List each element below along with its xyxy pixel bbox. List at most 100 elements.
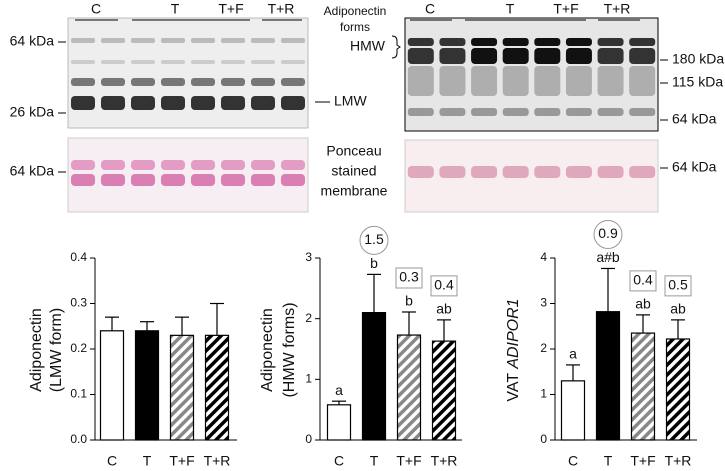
band: [471, 166, 498, 178]
annotation: 0.9: [598, 225, 618, 241]
significance-letter: ab: [670, 301, 686, 317]
x-tick-label: C: [107, 453, 117, 469]
band: [251, 96, 275, 110]
band: [597, 66, 624, 96]
annotation-box: [664, 275, 692, 297]
band: [101, 78, 125, 86]
band: [281, 174, 305, 186]
annotation: 0.3: [399, 269, 419, 285]
band: [439, 166, 466, 178]
band: [251, 160, 275, 170]
blot-title: Adiponectin: [324, 4, 387, 18]
x-tick-label: T+F: [396, 453, 421, 469]
band: [407, 108, 434, 116]
ponceau-label: stained: [331, 163, 376, 179]
x-tick-label: T+R: [204, 453, 231, 469]
band: [131, 174, 155, 186]
lane-label: T: [506, 1, 515, 17]
band: [439, 66, 466, 96]
band: [101, 60, 125, 64]
x-tick-label: C: [568, 453, 578, 469]
band: [534, 108, 561, 116]
left-blot: [67, 17, 309, 129]
blots: [67, 17, 659, 213]
band: [281, 160, 305, 170]
y-axis-label: Adiponectin: [28, 308, 45, 392]
band: [407, 166, 434, 178]
y-tick-label: 1: [305, 372, 312, 386]
band: [629, 38, 656, 46]
band: [161, 38, 185, 43]
marker-label: 64 kDa: [672, 111, 717, 127]
band: [131, 160, 155, 170]
band: [191, 174, 215, 186]
band: [471, 38, 498, 46]
bar: [326, 404, 352, 441]
y-tick-label: 0.4: [70, 250, 87, 264]
significance-letter: a: [335, 382, 343, 398]
y-tick-label: 4: [540, 250, 547, 264]
band: [131, 60, 155, 64]
y-axis-label-italic: ADIPOR1: [505, 298, 522, 369]
lane-label: T+F: [553, 1, 578, 17]
bar: [665, 338, 691, 441]
band: [251, 60, 275, 64]
lane-label: T: [171, 1, 180, 17]
blot-title: forms: [340, 20, 370, 34]
band: [565, 48, 592, 64]
band: [191, 60, 215, 64]
band: [502, 108, 529, 116]
band: [597, 48, 624, 64]
x-tick-label: T+F: [630, 453, 655, 469]
band: [251, 78, 275, 86]
marker-label: 64 kDa: [10, 163, 55, 179]
band: [131, 78, 155, 86]
band: [71, 60, 95, 64]
x-tick-label: T: [370, 453, 379, 469]
band: [71, 174, 95, 186]
x-tick-label: T: [143, 453, 152, 469]
band-brace: [391, 35, 401, 59]
band: [161, 96, 185, 110]
band: [502, 48, 529, 64]
annotation: 0.4: [633, 272, 653, 288]
band: [439, 38, 466, 46]
lane-label: T+R: [604, 1, 631, 17]
band: [565, 66, 592, 96]
annotation: 0.5: [668, 277, 688, 293]
band: [221, 174, 245, 186]
significance-letter: b: [370, 255, 378, 271]
annotation: 0.4: [434, 277, 454, 293]
band: [597, 108, 624, 116]
band: [629, 108, 656, 116]
bar: [99, 330, 125, 441]
y-tick-label: 3: [305, 250, 312, 264]
y-axis-label: Adiponectin: [259, 308, 276, 392]
y-tick-label: 0: [305, 432, 312, 446]
band: [502, 38, 529, 46]
annotation-circle: [359, 225, 389, 255]
band: [161, 160, 185, 170]
band: [281, 78, 305, 86]
bar: [630, 332, 656, 441]
annotation-box: [629, 270, 657, 292]
band: [597, 166, 624, 178]
band: [191, 78, 215, 86]
band: [629, 66, 656, 96]
blot-labels: C T T+F T+R 64 kDa 26 kDa LMW 64 kDa Pon…: [10, 1, 725, 199]
band: [161, 78, 185, 86]
band: [471, 108, 498, 116]
bar: [204, 334, 230, 441]
y-tick-label: 2: [305, 311, 312, 325]
band-label: LMW: [334, 93, 367, 109]
bar: [595, 311, 621, 441]
band: [471, 48, 498, 64]
band: [502, 66, 529, 96]
annotation-box: [430, 275, 458, 297]
band: [71, 160, 95, 170]
band: [439, 108, 466, 116]
band: [281, 96, 305, 110]
lane-label: T+R: [268, 1, 295, 17]
y-tick-label: 0: [540, 432, 547, 446]
